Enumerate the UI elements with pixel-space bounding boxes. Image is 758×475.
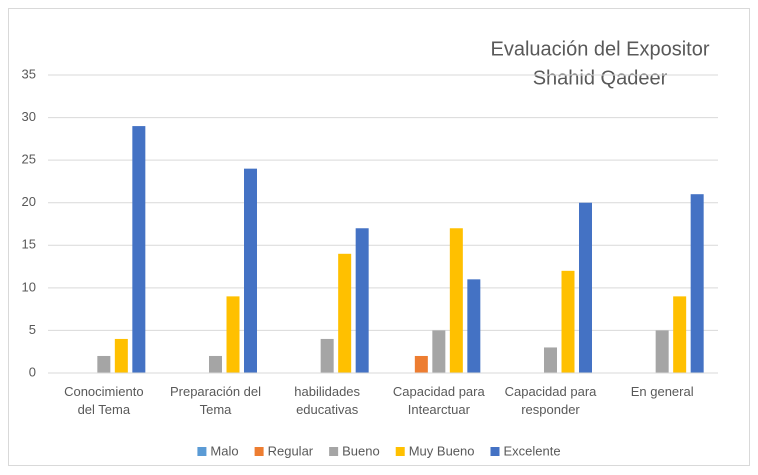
x-tick-label-line: Tema xyxy=(200,402,233,417)
bar xyxy=(338,253,352,373)
y-tick-label: 30 xyxy=(22,109,36,124)
legend-swatch xyxy=(395,447,405,456)
bar xyxy=(355,228,369,373)
bar xyxy=(579,202,592,373)
x-tick-label: Capacidad para responder xyxy=(505,384,598,417)
x-tick-label: Conocimiento del Tema xyxy=(64,384,144,417)
chart-title: Shahid Qadeer xyxy=(533,67,668,89)
bar xyxy=(97,355,111,373)
bar xyxy=(414,355,428,373)
x-tick-label-line: Conocimiento xyxy=(64,384,144,399)
x-tick-label-line: En general xyxy=(631,384,694,399)
x-tick-label-line: responder xyxy=(521,402,580,417)
y-tick-label: 0 xyxy=(29,364,36,379)
x-tick-label-line: Intearctuar xyxy=(408,402,471,417)
x-tick-label: En general xyxy=(631,384,694,399)
legend-label: Muy Bueno xyxy=(409,443,475,458)
bar xyxy=(432,330,446,373)
legend-label: Regular xyxy=(268,443,314,458)
bar xyxy=(244,168,257,373)
bar xyxy=(655,330,669,373)
y-tick-label: 35 xyxy=(22,66,36,81)
legend-swatch xyxy=(490,447,500,456)
bar xyxy=(320,338,334,373)
legend-swatch xyxy=(254,447,264,456)
legend-label: Malo xyxy=(210,443,238,458)
y-tick-label: 25 xyxy=(22,152,36,167)
bar xyxy=(132,126,146,373)
legend-swatch xyxy=(197,447,207,456)
bar xyxy=(226,296,240,373)
bar xyxy=(449,228,463,373)
y-tick-label: 5 xyxy=(29,322,36,337)
bar xyxy=(544,347,557,373)
x-tick-label-line: Preparación del xyxy=(170,384,261,399)
bar xyxy=(673,296,687,373)
legend-label: Bueno xyxy=(342,443,380,458)
bar xyxy=(209,355,222,373)
bar xyxy=(114,338,128,373)
y-tick-label: 15 xyxy=(22,237,36,252)
x-tick-label: Preparación del Tema xyxy=(170,384,261,417)
x-tick-label-line: educativas xyxy=(296,402,359,417)
x-tick-label: Capacidad para Intearctuar xyxy=(393,384,486,417)
x-tick-label: habilidades educativas xyxy=(294,384,360,417)
chart-border xyxy=(8,8,750,466)
y-tick-label: 10 xyxy=(22,279,36,294)
chart-title: Evaluación del Expositor xyxy=(490,38,709,60)
bar xyxy=(467,279,481,373)
x-tick-label-line: del Tema xyxy=(78,402,131,417)
x-tick-label-line: Capacidad para xyxy=(505,384,598,399)
bar xyxy=(561,270,575,373)
legend-label: Excelente xyxy=(503,443,560,458)
legend: Malo Regular Bueno Muy Bueno Excelente xyxy=(197,443,561,458)
bar xyxy=(690,194,704,373)
legend-swatch xyxy=(329,447,339,456)
y-tick-label: 20 xyxy=(22,194,36,209)
x-tick-label-line: Capacidad para xyxy=(393,384,486,399)
x-tick-label-line: habilidades xyxy=(294,384,360,399)
